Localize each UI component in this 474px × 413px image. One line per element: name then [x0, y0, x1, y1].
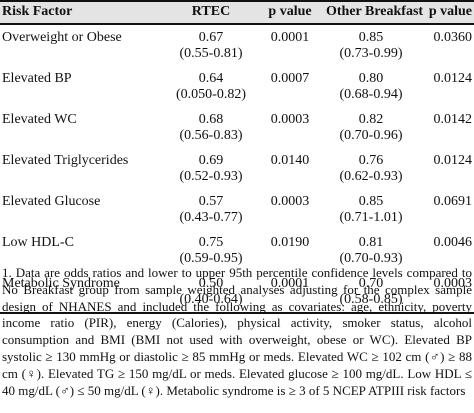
- rtec-ci-cell: (0.43-0.77): [179, 210, 243, 225]
- other-odds-ratio-cell: 0.85: [358, 194, 384, 209]
- other-p-value-cell: 0.0124: [433, 71, 473, 86]
- other-odds-ratio-cell: 0.76: [358, 153, 384, 168]
- table-row: Metabolic Syndrome 0.50 0.0001 0.70 0.0003: [0, 271, 474, 292]
- rtec-ci-cell: (0.55-0.81): [179, 46, 243, 61]
- header-p-value-other: p value: [428, 4, 472, 19]
- header-rtec: RTEC: [191, 4, 231, 19]
- empty-cell: [0, 128, 168, 148]
- other-ci-cell: (0.68-0.94): [339, 87, 403, 102]
- empty-cell: [0, 169, 168, 189]
- factor-cell: Elevated Triglycerides: [2, 153, 129, 168]
- factor-cell: Elevated BP: [2, 71, 72, 86]
- table-row: Elevated Triglycerides 0.69 0.0140 0.76 0.01…: [0, 148, 474, 169]
- table-row: Overweight or Obese 0.67 0.0001 0.85 0.0360: [0, 24, 474, 46]
- rtec-p-value-cell: 0.0003: [270, 194, 310, 209]
- table-row-ci: (0.050-0.82) (0.68-0.94): [0, 87, 474, 107]
- table-row-ci: (0.43-0.77) (0.71-1.01): [0, 210, 474, 230]
- factor-cell: Elevated Glucose: [2, 194, 101, 209]
- odds-ratio-table: Risk Factor RTEC p value Other Breakfast…: [0, 1, 474, 313]
- rtec-ci-cell: (0.050-0.82): [176, 87, 246, 102]
- empty-cell: [254, 87, 326, 107]
- empty-cell: [416, 210, 474, 230]
- rtec-odds-ratio-cell: 0.75: [198, 235, 224, 250]
- rtec-p-value-cell: 0.0003: [270, 112, 310, 127]
- header-row: Risk Factor RTEC p value Other Breakfast…: [0, 1, 474, 24]
- empty-cell: [254, 169, 326, 189]
- table-footnote: 1. Data are odds ratios and lower to upp…: [2, 265, 472, 398]
- factor-cell: Elevated WC: [2, 112, 77, 127]
- other-odds-ratio-cell: 0.82: [358, 112, 384, 127]
- other-p-value-cell: 0.0360: [433, 30, 473, 45]
- other-ci-cell: (0.70-0.96): [339, 128, 403, 143]
- empty-cell: [254, 46, 326, 66]
- table-header: Risk Factor RTEC p value Other Breakfast…: [0, 1, 474, 24]
- other-p-value-cell: 0.0691: [433, 194, 473, 209]
- factor-cell: Overweight or Obese: [2, 30, 122, 45]
- other-p-value-cell: 0.0124: [433, 153, 473, 168]
- empty-cell: [254, 128, 326, 148]
- empty-cell: [0, 46, 168, 66]
- factor-cell: Low HDL-C: [2, 235, 74, 250]
- header-p-value-rtec: p value: [268, 4, 312, 19]
- other-ci-cell: (0.70-0.93): [339, 251, 403, 266]
- empty-cell: [416, 169, 474, 189]
- table-row-ci: (0.52-0.93) (0.62-0.93): [0, 169, 474, 189]
- other-odds-ratio-cell: 0.85: [358, 30, 384, 45]
- rtec-odds-ratio-cell: 0.50: [198, 276, 224, 291]
- rtec-ci-cell: (0.59-0.95): [179, 251, 243, 266]
- rtec-odds-ratio-cell: 0.57: [198, 194, 224, 209]
- table-row-ci: (0.59-0.95) (0.70-0.93): [0, 251, 474, 271]
- table-row: Elevated BP 0.64 0.0007 0.80 0.0124: [0, 66, 474, 87]
- rtec-odds-ratio-cell: 0.69: [198, 153, 224, 168]
- rtec-p-value-cell: 0.0001: [270, 276, 310, 291]
- table-row-ci: (0.40-0.64) (0.58-0.85): [0, 292, 474, 313]
- empty-cell: [0, 87, 168, 107]
- other-ci-cell: (0.62-0.93): [339, 169, 403, 184]
- other-p-value-cell: 0.0046: [433, 235, 473, 250]
- empty-cell: [254, 210, 326, 230]
- table-row: Low HDL-C 0.75 0.0190 0.81 0.0046: [0, 230, 474, 251]
- table-row-ci: (0.55-0.81) (0.73-0.99): [0, 46, 474, 66]
- empty-cell: [0, 210, 168, 230]
- rtec-p-value-cell: 0.0190: [270, 235, 310, 250]
- empty-cell: [416, 46, 474, 66]
- other-p-value-cell: 0.0003: [433, 276, 473, 291]
- header-other-breakfast: Other Breakfast: [326, 4, 424, 19]
- rtec-odds-ratio-cell: 0.68: [198, 112, 224, 127]
- empty-cell: [416, 87, 474, 107]
- table-row: Elevated WC 0.68 0.0003 0.82 0.0142: [0, 107, 474, 128]
- rtec-odds-ratio-cell: 0.67: [198, 30, 224, 45]
- other-odds-ratio-cell: 0.80: [358, 71, 384, 86]
- empty-cell: [416, 128, 474, 148]
- rtec-p-value-cell: 0.0140: [270, 153, 310, 168]
- table-body: Overweight or Obese 0.67 0.0001 0.85 0.0360(…: [0, 24, 474, 313]
- other-ci-cell: (0.58-0.85): [339, 292, 403, 307]
- other-odds-ratio-cell: 0.70: [358, 276, 384, 291]
- rtec-ci-cell: (0.52-0.93): [179, 169, 243, 184]
- factor-cell: Metabolic Syndrome: [2, 276, 120, 291]
- rtec-ci-cell: (0.40-0.64): [179, 292, 243, 307]
- rtec-p-value-cell: 0.0007: [270, 71, 310, 86]
- other-ci-cell: (0.71-1.01): [339, 210, 403, 225]
- table-row-ci: (0.56-0.83) (0.70-0.96): [0, 128, 474, 148]
- other-odds-ratio-cell: 0.81: [358, 235, 384, 250]
- rtec-odds-ratio-cell: 0.64: [198, 71, 224, 86]
- other-p-value-cell: 0.0142: [433, 112, 473, 127]
- table-row: Elevated Glucose 0.57 0.0003 0.85 0.0691: [0, 189, 474, 210]
- header-risk-factor: Risk Factor: [2, 4, 73, 19]
- rtec-p-value-cell: 0.0001: [270, 30, 310, 45]
- rtec-ci-cell: (0.56-0.83): [179, 128, 243, 143]
- other-ci-cell: (0.73-0.99): [339, 46, 403, 61]
